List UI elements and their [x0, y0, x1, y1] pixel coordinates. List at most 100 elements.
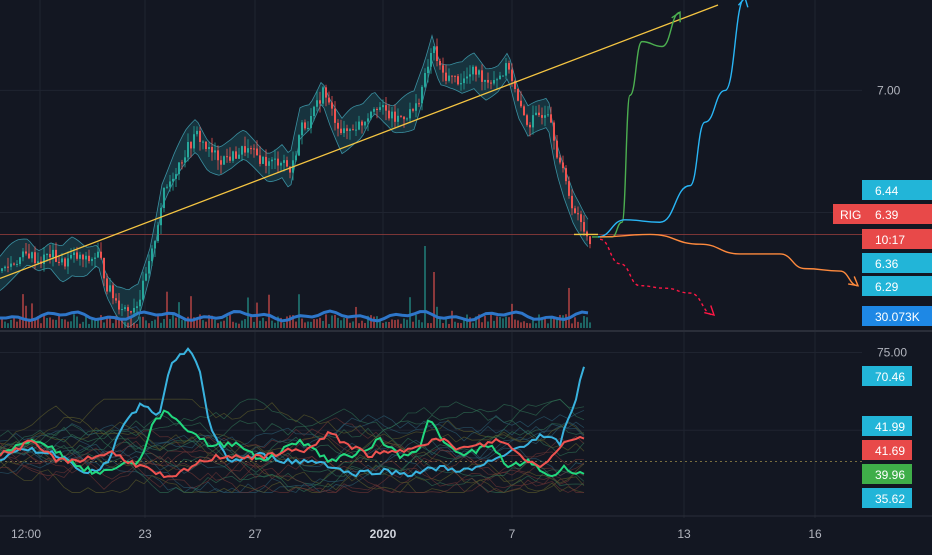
candle-body: [457, 76, 459, 85]
volume-bar: [55, 319, 57, 328]
volume-bar: [334, 314, 336, 328]
candle-body: [322, 87, 324, 104]
volume-bar: [289, 315, 291, 328]
oscillator-tick-label: 75.00: [877, 346, 907, 360]
volume-bar: [364, 322, 366, 328]
oscillator-badge[interactable]: 35.62: [862, 488, 912, 508]
candle-body: [121, 309, 123, 311]
candle-body: [508, 63, 510, 70]
volume-bar: [76, 316, 78, 328]
projection-path[interactable]: [597, 0, 745, 238]
volume-bar: [424, 246, 426, 328]
volume-bar: [352, 321, 354, 328]
oscillator-badge[interactable]: 39.96: [862, 464, 912, 484]
price-badge-timer[interactable]: 10:17: [862, 229, 932, 249]
volume-bar: [187, 316, 189, 328]
candle-body: [490, 82, 492, 84]
candle-body: [466, 76, 468, 79]
candle-body: [16, 263, 18, 265]
volume-bar: [4, 321, 6, 328]
volume-bar: [448, 323, 450, 328]
candle-body: [514, 80, 516, 89]
volume-bar: [88, 323, 90, 328]
oscillator-badge[interactable]: 70.46: [862, 366, 912, 386]
volume-bar: [190, 296, 192, 328]
candle-body: [139, 299, 141, 307]
candle-body: [85, 255, 87, 260]
oscillator-badge-label: 39.96: [875, 468, 905, 482]
price-badge-volume[interactable]: 30.073K: [862, 306, 932, 326]
volume-bar: [559, 314, 561, 328]
candle-body: [100, 251, 102, 258]
candle-body: [442, 65, 444, 73]
volume-bar: [541, 317, 543, 328]
candle-body: [373, 108, 375, 112]
time-axis[interactable]: 12:00 23 27 2020 7 13 16: [11, 527, 822, 541]
symbol-badge-label: RIG: [840, 208, 861, 222]
candle-body: [4, 266, 6, 269]
price-badge-bg: [862, 276, 932, 296]
price-badge-label: 30.073K: [875, 310, 920, 324]
candle-body: [67, 258, 69, 267]
candle-body: [184, 157, 186, 163]
candle-body: [22, 251, 24, 258]
price-badge-price[interactable]: 6.44: [862, 180, 932, 200]
time-tick-label: 16: [808, 527, 822, 541]
price-badge-label: 6.29: [875, 280, 899, 294]
candle-body: [217, 150, 219, 161]
candle-body: [460, 83, 462, 85]
candle-body: [454, 75, 456, 77]
oscillator-badge-bg: [862, 366, 912, 386]
price-badge-price[interactable]: 6.29: [862, 276, 932, 296]
trendline[interactable]: [0, 4, 719, 279]
volume-bar: [295, 321, 297, 328]
volume-bar: [568, 287, 570, 328]
candle-body: [142, 280, 144, 300]
volume-bar: [319, 317, 321, 328]
price-badge-price[interactable]: 6.39 RIG: [833, 204, 932, 224]
volume-bar: [241, 320, 243, 328]
volume-bar: [79, 323, 81, 328]
volume-bar: [301, 318, 303, 328]
pane-separator[interactable]: [0, 330, 932, 517]
candle-body: [349, 129, 351, 131]
projection-path[interactable]: [599, 233, 859, 287]
oscillator-line: [0, 347, 585, 478]
projection-path[interactable]: [599, 238, 715, 316]
candle-body: [274, 158, 276, 160]
oscillator-badge[interactable]: 41.69: [862, 440, 912, 460]
candle-body: [379, 107, 381, 110]
candle-body: [544, 115, 546, 118]
candle-body: [235, 151, 237, 159]
volume-bar: [340, 320, 342, 328]
volume-bar: [373, 316, 375, 328]
oscillator-badge[interactable]: 41.99: [862, 416, 912, 436]
volume-bar: [523, 321, 525, 328]
candle-body: [553, 122, 555, 141]
volume-bar: [85, 316, 87, 328]
oscillator-background-line: [0, 429, 585, 487]
candle-body: [589, 236, 591, 245]
price-badge-price[interactable]: 6.36: [862, 253, 932, 273]
trendline-group[interactable]: [0, 4, 719, 279]
candle-body: [256, 148, 258, 156]
volume-bar: [259, 320, 261, 328]
oscillator-line: [0, 430, 585, 479]
volume-bar: [409, 297, 411, 328]
volume-bar: [517, 320, 519, 328]
volume-bar: [271, 320, 273, 328]
candle-body: [118, 300, 120, 310]
candle-body: [112, 285, 114, 299]
volume-bar: [421, 322, 423, 328]
candle-body: [316, 100, 318, 107]
candle-body: [289, 166, 291, 173]
projection-paths[interactable]: [592, 0, 860, 316]
volume-bar: [346, 316, 348, 328]
volume-bar: [196, 318, 198, 328]
candle-body: [493, 80, 495, 84]
candle-body: [94, 257, 96, 259]
candle-body: [301, 122, 303, 136]
